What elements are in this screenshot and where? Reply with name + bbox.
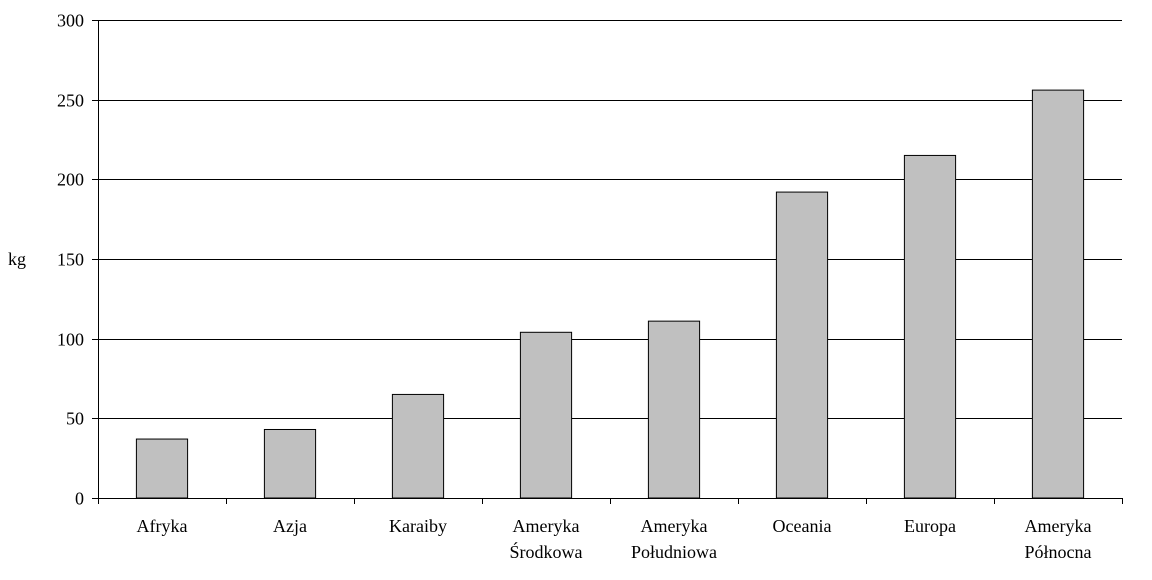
- y-tick-label-150: 150: [57, 250, 84, 270]
- y-tick-label-300: 300: [57, 11, 84, 31]
- x-tick-label-6: Europa: [904, 516, 956, 536]
- bar-0: [135, 438, 189, 499]
- bar-2: [391, 393, 445, 499]
- x-tick-label-4-line-0: Ameryka: [641, 516, 708, 536]
- gridlines: [98, 20, 1122, 419]
- x-tick-label-7-line-0: Ameryka: [1025, 516, 1092, 536]
- bar-6: [903, 154, 957, 499]
- bar-1: [263, 428, 317, 499]
- x-tick-label-3-line-1: Środkowa: [510, 541, 583, 562]
- x-tick-label-3-line-0: Ameryka: [513, 516, 580, 536]
- x-tick-label-0: Afryka: [137, 516, 188, 536]
- x-tick-label-4-line-1: Południowa: [631, 542, 717, 562]
- bar-5: [775, 191, 829, 499]
- x-axis-tick-labels: Afryka Azja Karaiby Ameryka Środkowa Ameryka P…: [137, 516, 1092, 562]
- x-tick-label-7-line-1: Północna: [1025, 542, 1092, 562]
- bar-7: [1031, 89, 1085, 499]
- x-tick-label-2: Karaiby: [389, 516, 447, 536]
- bar-4: [647, 320, 701, 499]
- y-axis-label: kg: [8, 249, 26, 269]
- y-axis-ticks: 0 50 100 150 200 250 300: [57, 11, 98, 509]
- y-tick-label-50: 50: [66, 409, 84, 429]
- y-tick-label-100: 100: [57, 330, 84, 350]
- y-tick-label-200: 200: [57, 170, 84, 190]
- bar-3: [519, 331, 573, 499]
- y-tick-label-250: 250: [57, 91, 84, 111]
- bars: [135, 89, 1085, 499]
- x-tick-label-5: Oceania: [773, 516, 832, 536]
- x-tick-label-1: Azja: [273, 516, 307, 536]
- y-tick-label-0: 0: [75, 489, 84, 509]
